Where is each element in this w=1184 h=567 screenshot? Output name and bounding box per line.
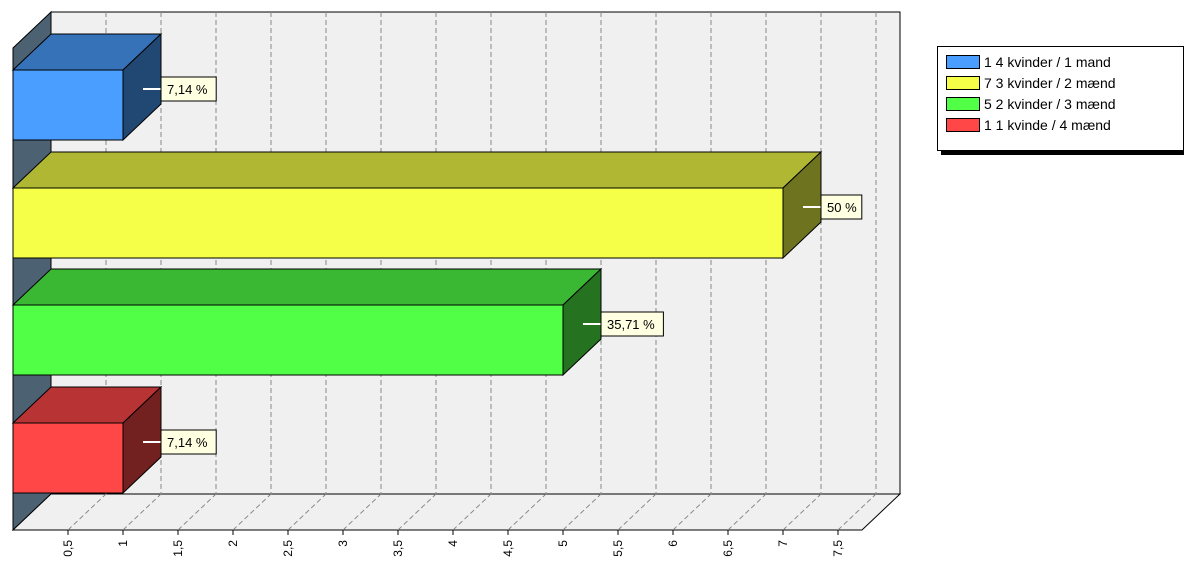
x-tick-label: 1,5	[171, 540, 185, 557]
data-label: 7,14 %	[143, 76, 217, 102]
x-axis-ticks: 0,5 1 1,5 2 2,5 3 3,5 4 4,5 5 5,5 6 6,5 7 7,5	[61, 530, 845, 557]
floor-grid-line	[342, 493, 382, 531]
data-label-box	[820, 194, 863, 220]
x-tick-label: 4	[446, 540, 460, 547]
x-tick-label: 1	[116, 540, 130, 547]
floor-grid-line	[562, 493, 602, 531]
legend-swatch	[946, 117, 980, 132]
x-tick-label: 2	[226, 540, 240, 547]
x-tick-label: 6	[666, 540, 680, 547]
bar-front-face	[12, 304, 564, 376]
bar-top-face	[11, 268, 603, 306]
data-label-text: 7,14 %	[167, 82, 208, 97]
x-tick-label: 3,5	[391, 540, 405, 557]
x-tick-label: 5	[556, 540, 570, 547]
legend-swatch	[946, 96, 980, 111]
data-label-text: 35,71 %	[607, 317, 655, 332]
data-label: 50 %	[803, 194, 863, 220]
bar-front-face	[12, 69, 124, 141]
bar-front-face	[12, 422, 124, 494]
legend-item: 7 3 kvinder / 2 mænd	[946, 72, 1183, 93]
x-tick-label: 3	[336, 540, 350, 547]
legend-swatch	[946, 54, 980, 69]
x-tick-label: 2,5	[281, 540, 295, 557]
data-labels: 7,14 % 50 % 35,71 % 7,14 %	[143, 76, 863, 455]
floor-grid-line	[177, 493, 217, 531]
floor-grid-line	[727, 493, 767, 531]
floor-grid-line	[397, 493, 437, 531]
floor-grid-line	[452, 493, 492, 531]
legend: 1 4 kvinder / 1 mand 7 3 kvinder / 2 mæn…	[937, 46, 1184, 151]
data-label-box	[600, 311, 664, 337]
bar-top-face	[11, 151, 823, 189]
floor-grid-line	[122, 493, 162, 531]
legend-label: 1 4 kvinder / 1 mand	[984, 53, 1111, 70]
x-tick-label: 4,5	[501, 540, 515, 557]
data-label: 35,71 %	[583, 311, 664, 337]
data-label: 7,14 %	[143, 429, 217, 455]
floor-grid-line	[507, 493, 547, 531]
legend-swatch	[946, 75, 980, 90]
floor	[11, 493, 902, 531]
bars	[11, 32, 823, 495]
bar	[11, 150, 823, 260]
floor-grid-line	[287, 493, 327, 531]
x-tick-label: 6,5	[721, 540, 735, 557]
bar	[11, 32, 163, 142]
bar	[11, 385, 163, 495]
floor-grid-line	[782, 493, 822, 531]
legend-item: 1 1 kvinde / 4 mænd	[946, 114, 1183, 135]
floor-grid-line	[232, 493, 272, 531]
legend-item: 5 2 kvinder / 3 mænd	[946, 93, 1183, 114]
x-tick-label: 7,5	[831, 540, 845, 557]
data-label-box	[160, 76, 217, 102]
data-label-box	[160, 429, 217, 455]
x-tick-label: 7	[776, 540, 790, 547]
data-label-text: 7,14 %	[167, 435, 208, 450]
x-tick-label: 0,5	[61, 540, 75, 557]
legend-label: 1 1 kvinde / 4 mænd	[984, 116, 1111, 133]
x-tick-label: 5,5	[611, 540, 625, 557]
legend-label: 7 3 kvinder / 2 mænd	[984, 74, 1116, 91]
floor-grid-line	[67, 493, 107, 531]
legend-item: 1 4 kvinder / 1 mand	[946, 51, 1183, 72]
floor-grid-line	[837, 493, 877, 531]
floor-grid-line	[617, 493, 657, 531]
bar	[11, 267, 603, 377]
legend-label: 5 2 kvinder / 3 mænd	[984, 95, 1116, 112]
bar-front-face	[12, 187, 784, 259]
floor-grid-line	[672, 493, 712, 531]
data-label-text: 50 %	[827, 200, 857, 215]
